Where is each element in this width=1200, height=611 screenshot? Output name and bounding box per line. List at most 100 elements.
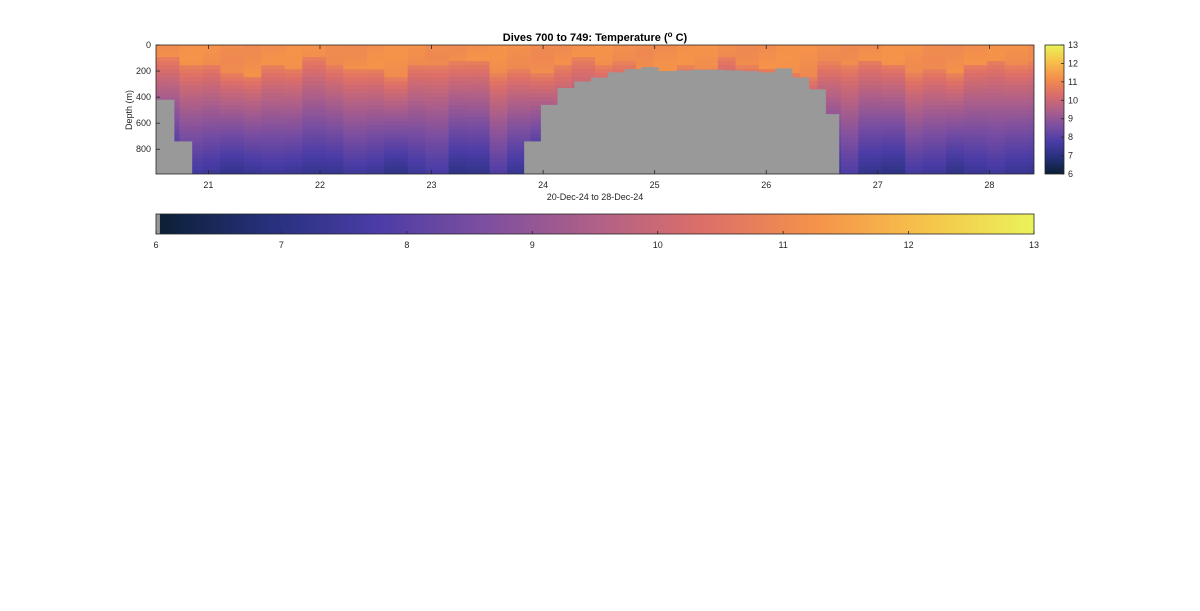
temperature-cell <box>448 149 456 155</box>
temperature-cell <box>817 61 824 66</box>
temperature-cell <box>987 141 994 147</box>
temperature-cell <box>969 65 977 70</box>
temperature-cell <box>794 53 801 58</box>
temperature-cell <box>161 61 169 66</box>
temperature-cell <box>928 157 936 163</box>
temperature-cell <box>448 53 456 58</box>
temperature-cell <box>349 81 356 86</box>
temperature-cell <box>881 45 889 50</box>
temperature-cell <box>916 157 924 163</box>
temperature-cell <box>349 65 356 70</box>
temperature-cell <box>355 81 362 86</box>
temperature-cell <box>542 73 549 78</box>
temperature-cell <box>758 57 766 62</box>
temperature-cell <box>1028 93 1034 99</box>
temperature-cell <box>460 165 467 171</box>
temperature-cell <box>454 113 461 119</box>
temperature-cell <box>278 133 286 139</box>
temperature-cell <box>981 65 988 70</box>
temperature-cell <box>589 73 596 78</box>
temperature-cell <box>536 57 543 62</box>
temperature-cell <box>237 169 245 174</box>
temperature-cell <box>284 45 292 50</box>
temperature-cell <box>161 57 169 62</box>
temperature-cell <box>952 141 959 147</box>
temperature-cell <box>355 121 362 127</box>
temperature-cell <box>852 125 859 131</box>
temperature-cell <box>220 81 227 86</box>
temperature-cell <box>448 73 456 78</box>
temperature-cell <box>524 49 532 54</box>
temperature-cell <box>829 45 836 50</box>
temperature-cell <box>366 97 374 103</box>
temperature-cell <box>548 81 555 86</box>
temperature-cell <box>302 157 309 163</box>
temperature-cell <box>870 89 877 94</box>
temperature-cell <box>875 113 883 119</box>
temperature-cell <box>173 69 181 74</box>
temperature-cell <box>846 97 854 103</box>
temperature-cell <box>881 149 889 155</box>
temperature-cell <box>466 117 473 123</box>
temperature-cell <box>530 137 538 143</box>
temperature-cell <box>676 45 684 50</box>
temperature-cell <box>325 117 333 123</box>
temperature-cell <box>161 69 169 74</box>
temperature-cell <box>881 49 889 54</box>
temperature-cell <box>436 57 444 62</box>
temperature-cell <box>220 157 227 163</box>
temperature-section-plot <box>155 44 1035 175</box>
temperature-cell <box>1028 133 1034 139</box>
temperature-cell <box>284 69 292 74</box>
temperature-cell <box>1022 129 1029 135</box>
temperature-cell <box>846 85 854 90</box>
temperature-cell <box>460 137 467 143</box>
temperature-cell <box>407 81 415 86</box>
temperature-cell <box>998 77 1006 82</box>
temperature-cell <box>360 125 368 131</box>
temperature-cell <box>255 113 262 119</box>
temperature-cell <box>928 125 936 131</box>
temperature-cell <box>477 121 485 127</box>
temperature-cell <box>1010 109 1018 115</box>
temperature-cell <box>319 73 327 78</box>
temperature-cell <box>173 61 181 66</box>
temperature-cell <box>472 81 479 86</box>
temperature-cell <box>196 45 204 50</box>
temperature-cell <box>957 109 965 115</box>
temperature-cell <box>472 133 479 139</box>
temperature-cell <box>331 145 339 151</box>
temperature-cell <box>805 57 813 62</box>
temperature-cell <box>237 161 245 167</box>
temperature-cell <box>846 81 854 86</box>
temperature-cell <box>431 53 438 58</box>
temperature-cell <box>717 45 725 50</box>
temperature-cell <box>273 153 280 159</box>
temperature-cell <box>243 141 251 147</box>
temperature-cell <box>981 137 988 143</box>
temperature-cell <box>946 61 953 66</box>
temperature-cell <box>237 141 245 147</box>
temperature-cell <box>419 81 426 86</box>
temperature-cell <box>770 65 778 70</box>
temperature-cell <box>337 121 344 127</box>
temperature-cell <box>161 77 169 82</box>
temperature-cell <box>179 57 186 62</box>
temperature-cell <box>290 169 298 174</box>
temperature-cell <box>1022 133 1029 139</box>
temperature-cell <box>934 117 941 123</box>
temperature-cell <box>284 169 292 174</box>
temperature-cell <box>355 133 362 139</box>
temperature-cell <box>278 113 286 119</box>
temperature-cell <box>969 61 977 66</box>
temperature-cell <box>156 45 163 50</box>
temperature-cell <box>846 165 854 171</box>
temperature-cell <box>729 61 737 66</box>
temperature-cell <box>975 133 982 139</box>
temperature-cell <box>173 137 181 143</box>
temperature-cell <box>319 153 327 159</box>
temperature-cell <box>249 153 257 159</box>
temperature-cell <box>864 141 871 147</box>
temperature-cell <box>378 97 385 103</box>
